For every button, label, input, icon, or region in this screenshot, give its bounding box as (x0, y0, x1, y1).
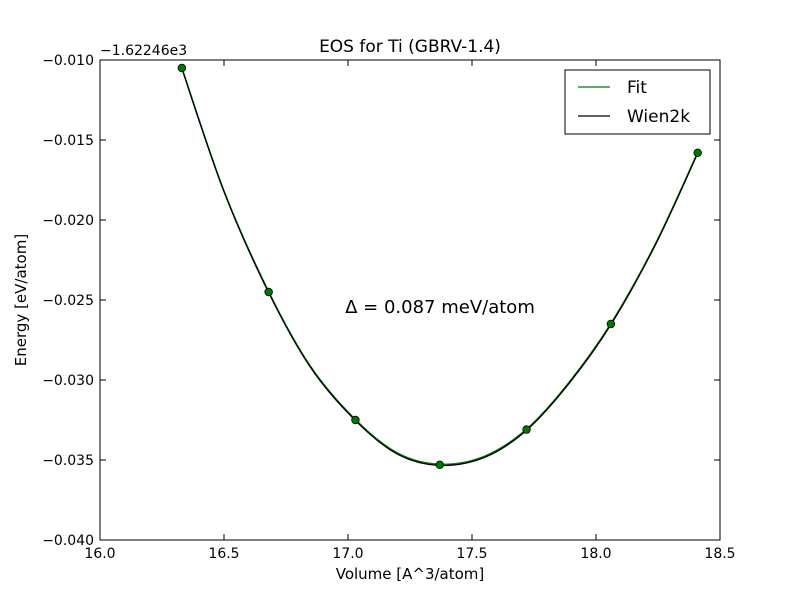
x-axis-label: Volume [A^3/atom] (336, 565, 485, 583)
series-line-wien2k (181, 68, 699, 467)
legend-box (564, 69, 711, 135)
y-tick-label: −0.020 (42, 213, 94, 229)
y-tick-label: −0.010 (42, 53, 94, 69)
data-points (177, 63, 702, 469)
y-offset-label: −1.62246e3 (100, 43, 187, 59)
data-point (264, 287, 273, 297)
y-tick-label: −0.015 (42, 133, 94, 149)
y-tick-label: −0.040 (42, 533, 94, 549)
data-point (435, 460, 444, 469)
series-lines (181, 67, 699, 467)
x-tick-label: 17.0 (332, 546, 363, 562)
legend-fit-label: Fit (627, 78, 647, 98)
y-tick-label: −0.035 (42, 453, 94, 469)
data-point (177, 63, 187, 73)
y-tick-label: −0.025 (42, 293, 94, 309)
x-tick-label: 17.5 (456, 546, 487, 562)
data-point (351, 415, 360, 425)
y-axis-label: Energy [eV/atom] (12, 234, 30, 366)
x-tick-label: 16.0 (84, 546, 115, 562)
delta-annotation: Δ = 0.087 meV/atom (345, 297, 535, 318)
legend-wien2k-label: Wien2k (627, 107, 690, 127)
y-tick-label: −0.030 (42, 373, 94, 389)
legend: Fit Wien2k (564, 69, 711, 135)
data-point (606, 319, 616, 329)
chart-title: EOS for Ti (GBRV-1.4) (319, 37, 501, 57)
x-axis-ticks: 16.0 16.5 17.0 17.5 18.0 18.5 (84, 60, 736, 562)
plot-frame (99, 59, 721, 541)
x-tick-label: 18.0 (580, 546, 611, 562)
y-axis-ticks: −0.040 −0.035 −0.030 −0.025 −0.020 −0.015 −0.0… (42, 53, 720, 549)
data-point (693, 148, 702, 157)
x-tick-label: 16.5 (208, 546, 239, 562)
x-tick-label: 18.5 (704, 546, 735, 562)
data-point (522, 425, 531, 434)
